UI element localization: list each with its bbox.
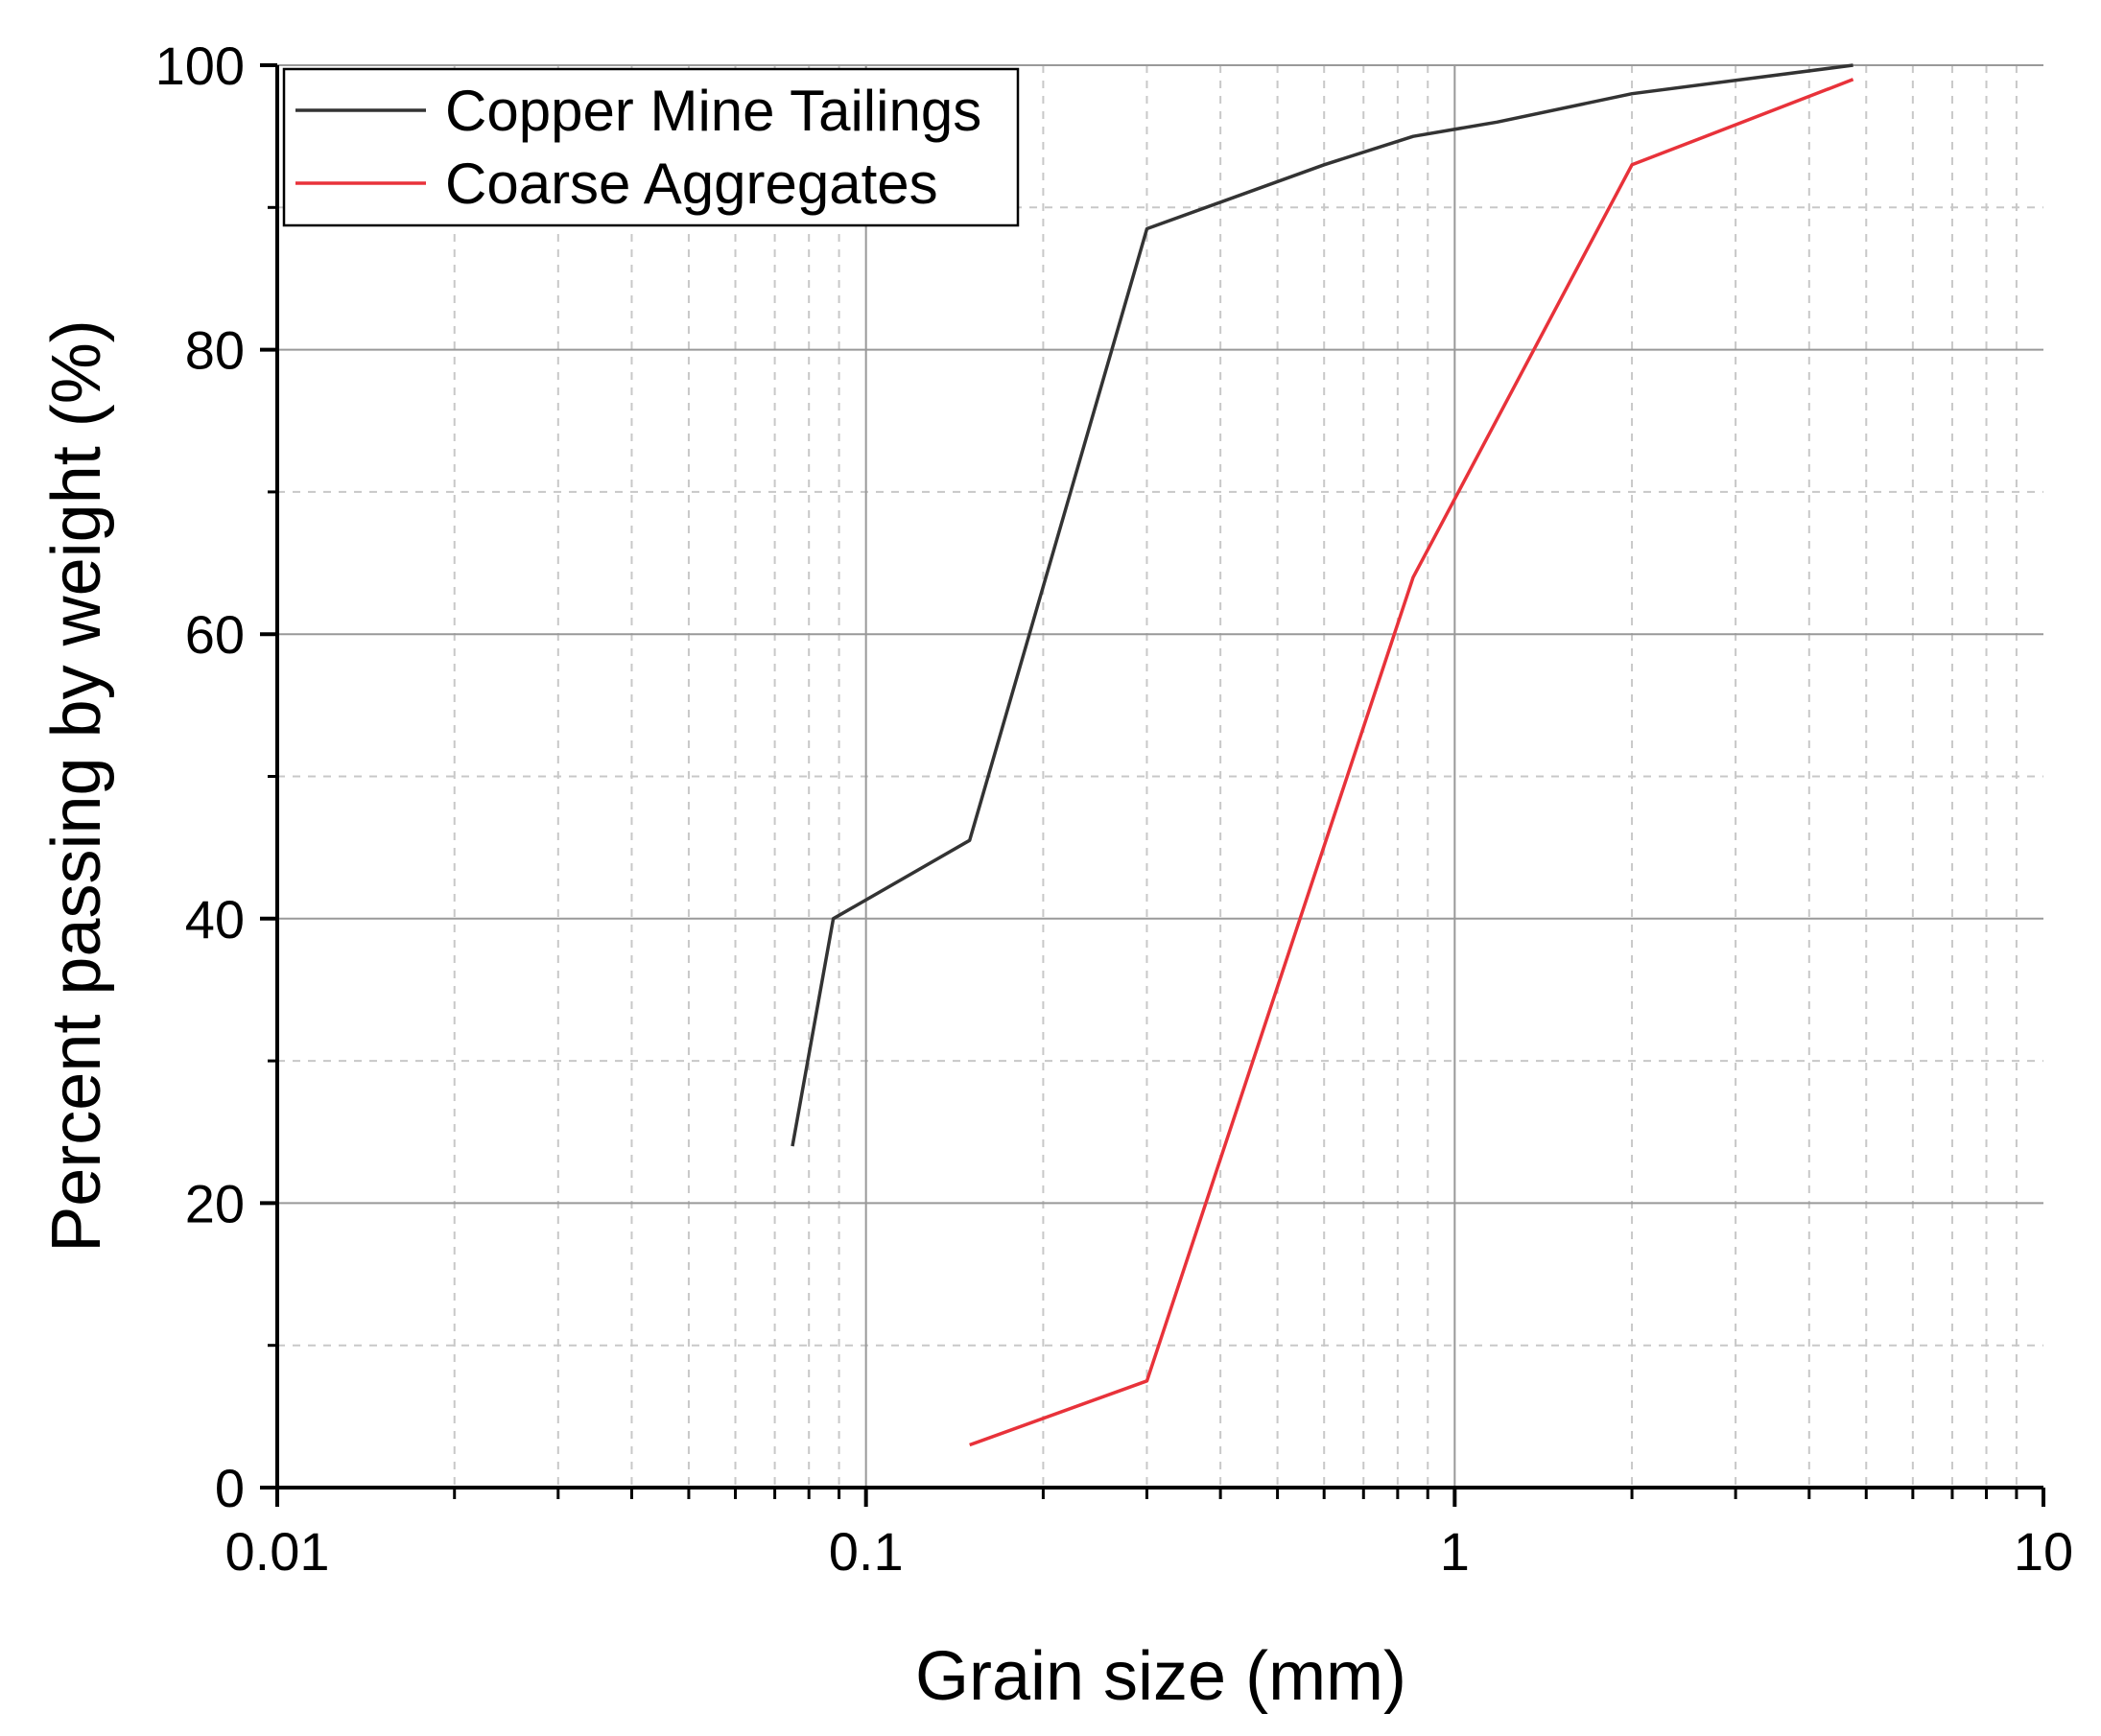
- x-tick-label: 10: [2014, 1521, 2073, 1582]
- y-axis-title: Percent passing by weight (%): [38, 319, 115, 1252]
- x-tick-label: 1: [1440, 1521, 1470, 1582]
- y-tick-label: 40: [185, 889, 245, 950]
- legend-label-1: Copper Mine Tailings: [445, 79, 981, 143]
- series-layer: [791, 63, 1854, 1447]
- legend: Copper Mine Tailings Coarse Aggregates: [282, 67, 1020, 227]
- legend-label-2: Coarse Aggregates: [445, 152, 938, 216]
- y-tick-label: 20: [185, 1173, 245, 1233]
- y-tick-label: 60: [185, 604, 245, 665]
- series-line-2: [969, 78, 1854, 1447]
- grid-layer: [277, 64, 2043, 1488]
- series-line-1: [791, 63, 1853, 1147]
- axes-layer: 0 20 40 60 80 100 0.01 0.1 1 10: [155, 35, 2074, 1582]
- x-tick-label: 0.01: [225, 1521, 330, 1582]
- y-tick-label: 80: [185, 320, 245, 381]
- x-axis-title: Grain size (mm): [915, 1638, 1406, 1715]
- y-tick-label: 100: [155, 35, 245, 96]
- x-tick-label: 0.1: [829, 1521, 904, 1582]
- y-tick-label: 0: [215, 1458, 245, 1518]
- legend-box: [282, 67, 1020, 227]
